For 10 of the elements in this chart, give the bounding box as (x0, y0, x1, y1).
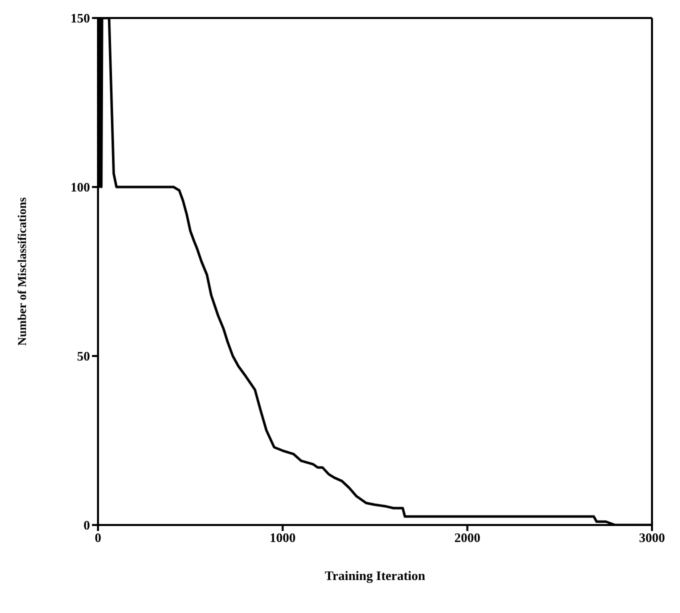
y-tick-label: 50 (77, 348, 90, 364)
x-tick-label: 1000 (270, 530, 296, 546)
x-axis-title: Training Iteration (324, 568, 426, 583)
x-tick-label: 0 (94, 530, 102, 546)
y-tick-label: 0 (84, 518, 90, 533)
x-tick-label: 3000 (639, 530, 665, 546)
y-axis-title: Number of Misclassifications (15, 196, 29, 346)
y-tick-label: 150 (70, 10, 90, 26)
y-tick-label: 100 (70, 180, 90, 195)
x-tick-label: 2000 (454, 530, 480, 546)
